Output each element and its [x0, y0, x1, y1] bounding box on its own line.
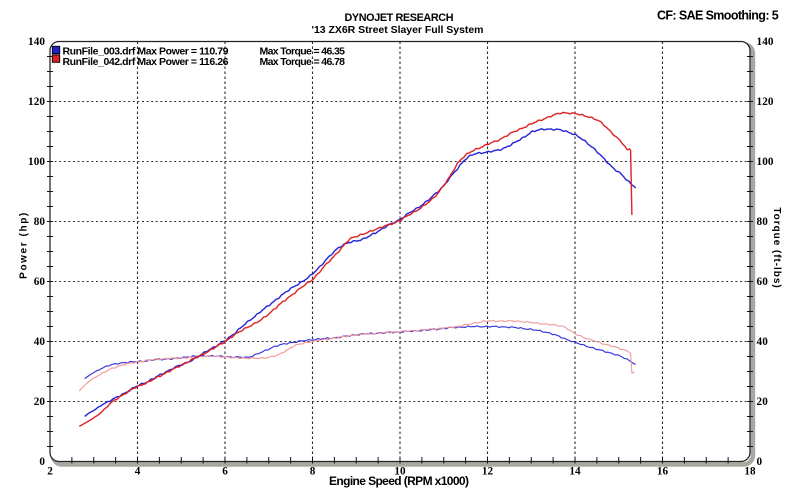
svg-text:Torque (ft-lbs): Torque (ft-lbs) — [771, 207, 782, 288]
svg-text:2: 2 — [47, 466, 53, 478]
svg-text:20: 20 — [757, 396, 769, 408]
svg-text:10: 10 — [394, 466, 406, 478]
svg-text:40: 40 — [757, 336, 769, 348]
svg-text:'13 ZX6R Street Slayer Full Sy: '13 ZX6R Street Slayer Full System — [312, 24, 484, 36]
svg-text:80: 80 — [757, 216, 769, 228]
svg-text:40: 40 — [34, 336, 46, 348]
svg-text:Engine Speed (RPM x1000): Engine Speed (RPM x1000) — [329, 474, 469, 488]
svg-text:0: 0 — [39, 456, 45, 468]
svg-text:100: 100 — [28, 156, 45, 168]
svg-text:Max Torque = 46.78: Max Torque = 46.78 — [260, 56, 346, 68]
svg-text:8: 8 — [310, 466, 316, 478]
svg-text:120: 120 — [757, 96, 774, 108]
svg-text:100: 100 — [757, 156, 774, 168]
svg-text:0: 0 — [757, 456, 763, 468]
svg-text:140: 140 — [757, 36, 774, 48]
svg-text:4: 4 — [135, 466, 141, 478]
svg-text:RunFile_003.drf Max Power = 11: RunFile_003.drf Max Power = 110.79 — [63, 45, 229, 57]
svg-text:CF: SAE Smoothing: 5: CF: SAE Smoothing: 5 — [657, 9, 779, 23]
svg-text:120: 120 — [28, 96, 45, 108]
svg-text:20: 20 — [34, 396, 46, 408]
svg-text:80: 80 — [34, 216, 46, 228]
svg-text:DYNOJET RESEARCH: DYNOJET RESEARCH — [345, 12, 454, 24]
svg-text:RunFile_042.drf Max Power = 11: RunFile_042.drf Max Power = 116.26 — [63, 56, 229, 68]
svg-text:140: 140 — [28, 36, 45, 48]
svg-text:60: 60 — [757, 276, 769, 288]
svg-text:14: 14 — [569, 466, 581, 478]
svg-text:Power (hp): Power (hp) — [19, 211, 30, 279]
svg-text:6: 6 — [222, 466, 228, 478]
svg-text:16: 16 — [657, 466, 669, 478]
svg-text:60: 60 — [34, 276, 46, 288]
svg-text:Max Torque = 46.35: Max Torque = 46.35 — [260, 45, 346, 57]
svg-text:12: 12 — [482, 466, 494, 478]
svg-text:18: 18 — [744, 466, 756, 478]
